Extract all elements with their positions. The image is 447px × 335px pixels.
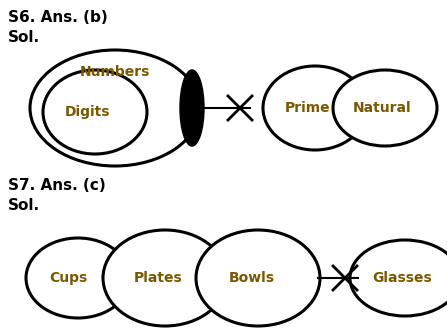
Text: Bowls: Bowls	[229, 271, 275, 285]
Text: Numbers: Numbers	[80, 65, 150, 79]
Text: Plates: Plates	[134, 271, 182, 285]
Text: Cups: Cups	[49, 271, 87, 285]
Text: Digits: Digits	[65, 105, 111, 119]
Ellipse shape	[26, 238, 130, 318]
Ellipse shape	[30, 50, 200, 166]
Ellipse shape	[263, 66, 367, 150]
Ellipse shape	[180, 70, 204, 146]
Ellipse shape	[103, 230, 227, 326]
Text: Sol.: Sol.	[8, 30, 40, 45]
Text: S6. Ans. (b): S6. Ans. (b)	[8, 10, 108, 25]
Ellipse shape	[196, 230, 320, 326]
Text: Prime: Prime	[285, 101, 331, 115]
Text: Glasses: Glasses	[372, 271, 432, 285]
Ellipse shape	[350, 240, 447, 316]
Text: S7. Ans. (c): S7. Ans. (c)	[8, 178, 106, 193]
Text: Sol.: Sol.	[8, 198, 40, 213]
Ellipse shape	[43, 70, 147, 154]
Ellipse shape	[333, 70, 437, 146]
Text: Natural: Natural	[353, 101, 411, 115]
